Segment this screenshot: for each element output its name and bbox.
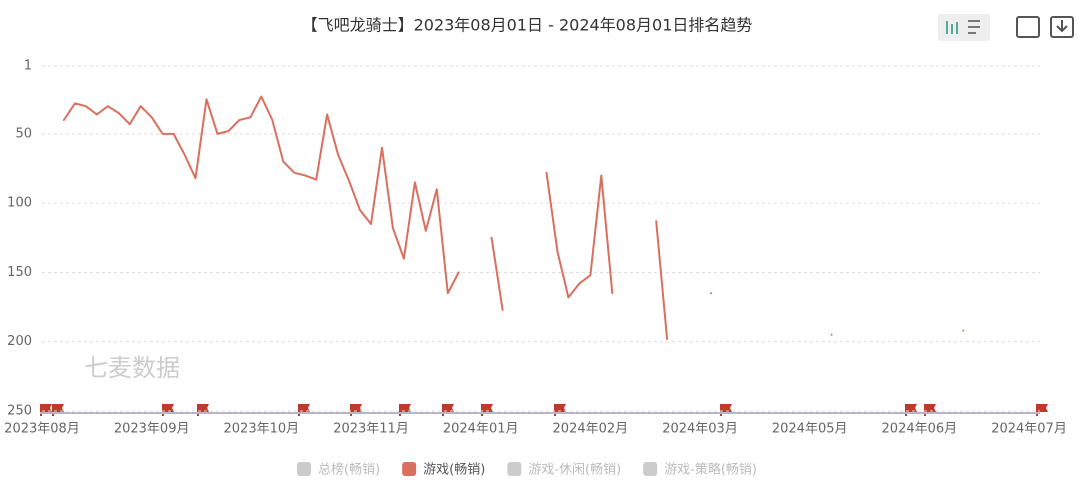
event-flag [442, 404, 454, 416]
event-flag [52, 404, 64, 416]
event-flag [554, 404, 566, 416]
download-icon[interactable] [1050, 16, 1074, 38]
legend-item[interactable]: 游戏-休闲(畅销) [507, 462, 621, 478]
legend-item[interactable]: 总榜(畅销) [297, 462, 380, 478]
legend-label: 游戏-策略(畅销) [664, 462, 757, 478]
event-flags [40, 404, 1048, 416]
legend-item[interactable]: 游戏(畅销) [402, 462, 485, 478]
y-tick-label: 1 [24, 59, 32, 74]
x-tick-label: 2023年11月 [333, 422, 409, 437]
event-flag [924, 404, 936, 416]
y-tick-label: 200 [7, 334, 32, 349]
legend-swatch [297, 462, 311, 476]
legend-swatch [643, 462, 658, 476]
list-icon[interactable] [968, 20, 980, 34]
x-tick-label: 2024年01月 [443, 422, 519, 437]
bar-icon[interactable] [946, 21, 958, 34]
x-tick-label: 2023年10月 [224, 422, 300, 437]
x-tick-label: 2023年08月 [4, 422, 80, 437]
toolbar [938, 14, 1074, 41]
y-tick-label: 150 [7, 265, 32, 280]
legend-item[interactable]: 游戏-策略(畅销) [643, 462, 757, 478]
y-tick-label: 100 [7, 196, 32, 211]
legend-swatch [507, 462, 522, 476]
event-flag [720, 404, 732, 416]
x-tick-label: 2024年06月 [882, 422, 958, 437]
event-flag [350, 404, 362, 416]
x-tick-label: 2024年07月 [991, 422, 1067, 437]
watermark: 七麦数据 [84, 354, 180, 382]
x-tick-label: 2024年02月 [553, 422, 629, 437]
line-series [62, 95, 965, 340]
event-flag [1036, 404, 1048, 416]
event-flag [905, 404, 917, 416]
legend-swatch [402, 462, 417, 476]
image-icon[interactable] [1016, 16, 1040, 38]
event-flag [298, 404, 310, 416]
event-flag [40, 404, 52, 416]
event-flag [399, 404, 411, 416]
legend-label: 游戏(畅销) [423, 463, 485, 478]
legend-label: 总榜(畅销) [318, 462, 380, 478]
x-tick-label: 2024年03月 [662, 422, 738, 437]
legend-label: 游戏-休闲(畅销) [528, 463, 621, 478]
event-flag [162, 404, 174, 416]
y-tick-label: 50 [15, 126, 32, 141]
chart-toggle[interactable] [938, 14, 990, 41]
x-tick-label: 2023年09月 [114, 422, 190, 437]
event-flag [197, 404, 209, 416]
download-arrow [1056, 20, 1068, 33]
chart-title: 【飞吧龙骑士】2023年08月01日 - 2024年08月01日排名趋势 [302, 16, 753, 35]
event-flag [481, 404, 493, 416]
y-tick-label: 250 [7, 404, 32, 419]
x-tick-label: 2024年05月 [772, 422, 848, 437]
